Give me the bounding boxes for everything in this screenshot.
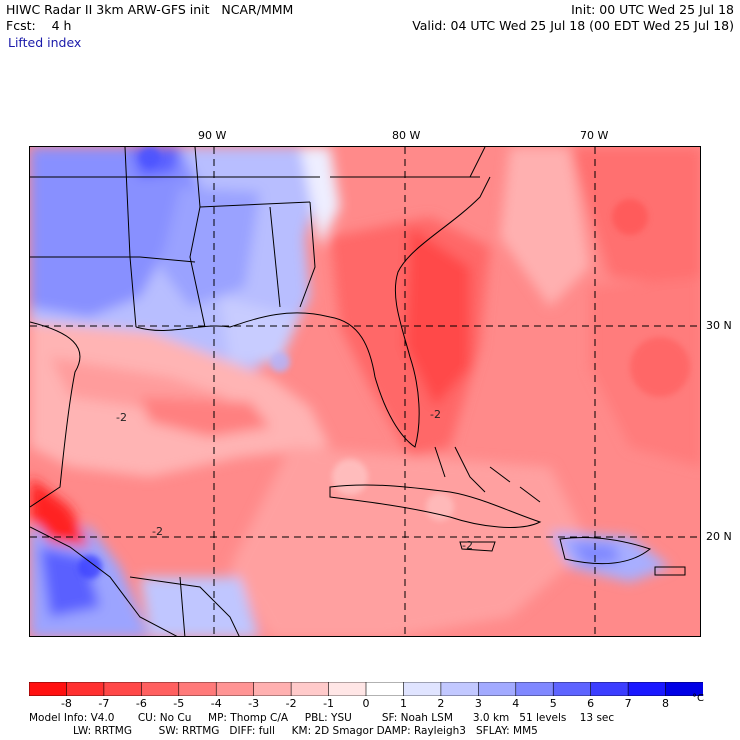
colorbar-tick-label: 2 [437,697,445,710]
coastlines [30,147,686,636]
lon-label-90w: 90 W [198,129,227,142]
colorbar-tick-label: -1 [323,697,335,710]
map-canvas: -2 -2 -2 -2 [30,147,700,636]
colorbar-tick-label: -6 [135,697,147,710]
forecast-hour: Fcst: 4 h [6,18,72,33]
colorbar-swatch [328,681,367,697]
contour-label: -2 [462,539,473,552]
colorbar [28,681,704,697]
colorbar-tick-label: 8 [662,697,670,710]
model-info-line2: LW: RRTMG SW: RRTMG DIFF: full KM: 2D Sm… [73,725,538,737]
contour-label: -2 [116,411,127,424]
field-shading [30,147,700,636]
colorbar-swatch [478,681,517,697]
lifted-index-map: -2 -2 -2 -2 [29,146,701,637]
colorbar-tick-label: 7 [624,697,632,710]
colorbar-tick-label: -7 [98,697,110,710]
contour-label: -2 [152,525,163,538]
graticule [30,147,700,636]
colorbar-tick-label: -8 [60,697,72,710]
colorbar-swatch [627,681,667,697]
colorbar-tick-label: -3 [248,697,260,710]
colorbar-swatch [440,681,480,697]
colorbar-swatch [66,681,105,697]
colorbar-tick-label: 3 [474,697,482,710]
colorbar-swatch [253,681,292,697]
colorbar-tick-label: -4 [210,697,222,710]
colorbar-unit: °C [692,693,704,704]
colorbar-swatch [515,681,555,697]
colorbar-swatch [403,681,442,697]
colorbar-tick-label: 6 [587,697,595,710]
model-info-line1: Model Info: V4.0 CU: No Cu MP: Thomp C/A… [29,712,615,724]
lon-label-80w: 80 W [392,129,421,142]
colorbar-tick-label: 5 [549,697,557,710]
colorbar-swatch [103,681,143,697]
init-time: Init: 00 UTC Wed 25 Jul 18 [571,2,734,17]
contour-labels: -2 -2 -2 -2 [116,408,473,552]
lat-label-20n: 20 N [706,530,732,543]
colorbar-swatch [215,681,255,697]
field-name: Lifted index [8,35,82,50]
colorbar-tick-label: 4 [512,697,520,710]
lat-label-30n: 30 N [706,319,732,332]
valid-time: Valid: 04 UTC Wed 25 Jul 18 (00 EDT Wed … [412,18,734,33]
colorbar-tick-label: -2 [285,697,297,710]
lon-label-70w: 70 W [580,129,609,142]
colorbar-swatch [178,681,218,697]
model-title: HIWC Radar II 3km ARW-GFS init NCAR/MMM [6,2,294,17]
colorbar-tick-label: 0 [362,697,370,710]
colorbar-swatch [28,681,68,697]
colorbar-swatch [141,681,180,697]
colorbar-tick-label: 1 [399,697,407,710]
colorbar-swatch [590,681,629,697]
contour-label: -2 [430,408,441,421]
field-detail [78,147,690,579]
colorbar-swatch [290,681,330,697]
colorbar-tick-label: -5 [173,697,185,710]
colorbar-swatch [365,681,405,697]
colorbar-swatch [552,681,592,697]
